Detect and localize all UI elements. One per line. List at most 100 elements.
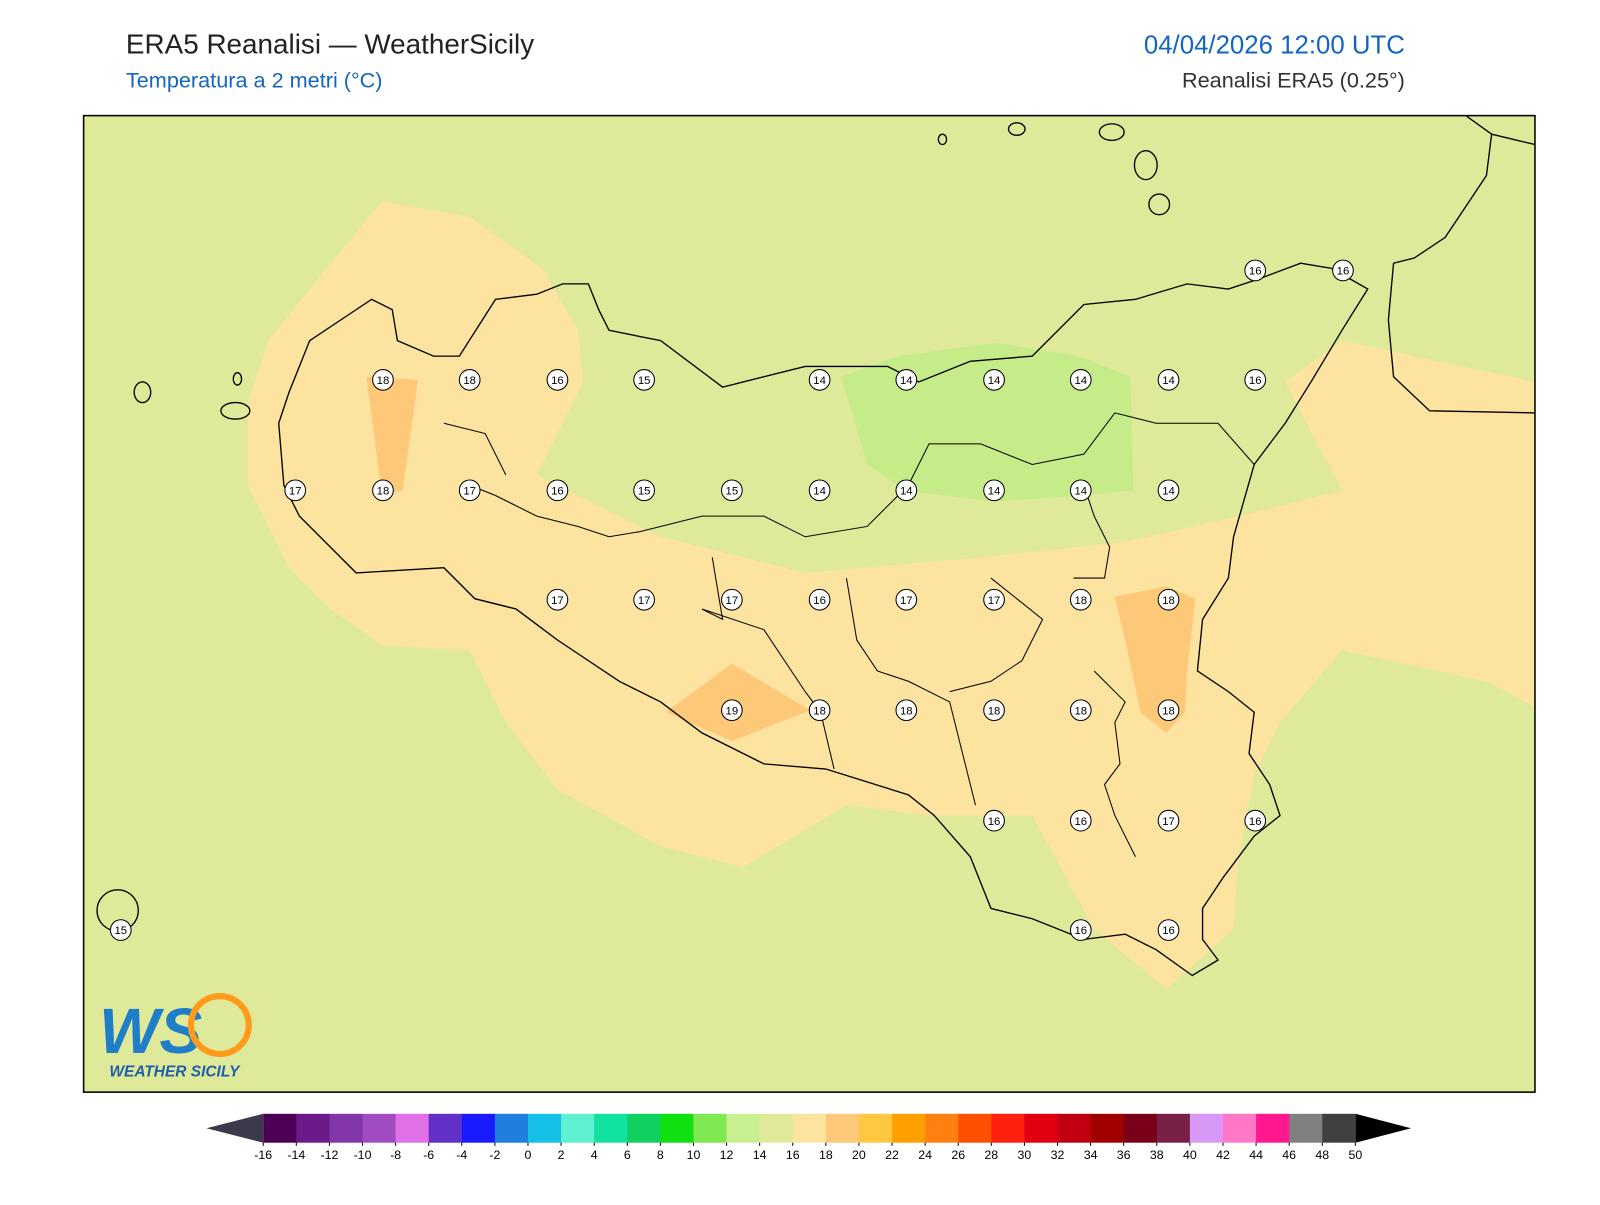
station-value: 16 <box>1249 375 1262 387</box>
station-marker <box>546 369 569 391</box>
title: ERA5 Reanalisi — WeatherSicily <box>126 29 534 60</box>
datetime: 04/04/2026 12:00 UTC <box>1144 32 1405 60</box>
logo-text: WEATHER SICILY <box>109 1064 241 1081</box>
station-value: 17 <box>988 595 1001 607</box>
colorbar-box <box>296 1113 330 1143</box>
station-marker <box>721 699 743 722</box>
colorbar-label: 12 <box>720 1148 734 1162</box>
station-value: 17 <box>463 485 476 497</box>
station-marker <box>895 588 918 611</box>
station-value: 17 <box>1162 816 1175 828</box>
colorbar-label: 6 <box>624 1148 631 1162</box>
station-marker <box>1069 809 1092 832</box>
station-value: 16 <box>1162 925 1175 937</box>
station-marker <box>983 588 1005 611</box>
colorbar-label: 28 <box>984 1148 998 1162</box>
station-value: 14 <box>813 485 826 497</box>
colorbar-box <box>494 1113 529 1143</box>
station-marker <box>372 479 394 502</box>
logo: WS WEATHER SICILY <box>99 993 252 1081</box>
station-marker <box>895 369 918 391</box>
station-value: 14 <box>813 375 826 387</box>
colorbar-label: -4 <box>456 1148 467 1162</box>
colorbar-label: -12 <box>320 1148 338 1162</box>
temp-zone <box>247 201 1535 989</box>
colorbar-label: 36 <box>1117 1148 1131 1162</box>
station-marker <box>895 479 918 502</box>
station-marker <box>1157 588 1180 611</box>
colorbar-box <box>527 1113 562 1143</box>
station-value: 18 <box>813 705 826 717</box>
colorbar-box <box>395 1113 430 1143</box>
station-value: 18 <box>900 705 913 717</box>
colorbar-label: 18 <box>819 1148 833 1162</box>
colorbar-box <box>1256 1113 1290 1143</box>
colorbar-box <box>428 1113 463 1143</box>
station-value: 16 <box>1249 816 1262 828</box>
logo-sun <box>187 993 252 1058</box>
station-value: 16 <box>813 595 826 607</box>
colorbar-box <box>1123 1113 1158 1143</box>
station-value: 16 <box>1337 266 1350 278</box>
station-marker <box>1157 699 1180 722</box>
colorbar-over <box>1355 1113 1412 1143</box>
station-value: 16 <box>1249 266 1262 278</box>
colorbar-label: -14 <box>287 1148 305 1162</box>
colorbar-box <box>693 1113 728 1143</box>
station-marker <box>633 369 655 391</box>
colorbar-label: 32 <box>1051 1148 1065 1162</box>
colorbar-label: 42 <box>1216 1148 1230 1162</box>
station-value: 17 <box>638 595 651 607</box>
colorbar-label: 16 <box>786 1148 800 1162</box>
station-marker <box>1157 809 1180 832</box>
station-value: 16 <box>551 485 564 497</box>
station-value: 15 <box>114 925 127 937</box>
station-value: 14 <box>900 485 913 497</box>
station-value: 14 <box>1074 485 1087 497</box>
colorbar-box <box>1289 1113 1323 1143</box>
station-marker <box>633 479 655 502</box>
station-marker <box>458 479 481 502</box>
colorbar-label: -8 <box>390 1148 401 1162</box>
colorbar-label: 34 <box>1084 1148 1098 1162</box>
stations: 16 16 18 18 16 15 14 14 14 14 14 16 17 18 17 16 15 15 14 14… <box>109 259 1354 941</box>
colorbar-label: 14 <box>753 1148 767 1162</box>
subtitle: Temperatura a 2 metri (°C) <box>126 68 383 93</box>
station-marker <box>1069 588 1092 611</box>
station-value: 17 <box>726 595 739 607</box>
colorbar-label: 0 <box>525 1148 532 1162</box>
colorbar-box <box>958 1113 992 1143</box>
station-value: 14 <box>1162 485 1175 497</box>
colorbar-label: -16 <box>254 1148 272 1162</box>
colorbar-box <box>1156 1113 1191 1143</box>
colorbar-label: 2 <box>558 1148 565 1162</box>
station-marker <box>109 919 132 941</box>
colorbar-label: 10 <box>687 1148 701 1162</box>
station-value: 16 <box>988 816 1001 828</box>
station-value: 14 <box>988 485 1001 497</box>
colorbar-label: 22 <box>885 1148 899 1162</box>
colorbar-label: -6 <box>423 1148 434 1162</box>
station-marker <box>983 479 1005 502</box>
colorbar-label: 38 <box>1150 1148 1164 1162</box>
coastline <box>96 115 1535 977</box>
colorbar-label: 4 <box>591 1148 598 1162</box>
station-value: 18 <box>377 485 390 497</box>
colorbar-label: 40 <box>1183 1148 1197 1162</box>
station-marker <box>458 369 481 391</box>
colorbar-box <box>1024 1113 1059 1143</box>
colorbar-label: 44 <box>1249 1148 1263 1162</box>
station-marker <box>633 588 655 611</box>
station-marker <box>1244 259 1267 282</box>
station-value: 19 <box>726 705 739 717</box>
colorbar-label: 24 <box>918 1148 932 1162</box>
colorbar-label: 46 <box>1282 1148 1296 1162</box>
station-value: 17 <box>900 595 913 607</box>
station-marker <box>1157 479 1180 502</box>
station-marker <box>1332 259 1354 282</box>
colorbar-box <box>362 1113 397 1143</box>
station-value: 15 <box>638 485 651 497</box>
colorbar-label: 8 <box>657 1148 664 1162</box>
station-marker <box>721 588 743 611</box>
